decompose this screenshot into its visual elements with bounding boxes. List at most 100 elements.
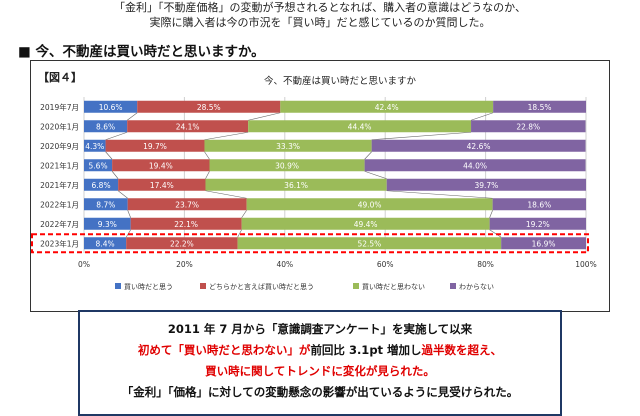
data-label: 16.9%	[532, 239, 556, 248]
legend-label: 買い時だと思わない	[362, 283, 425, 291]
bar-segment	[205, 178, 387, 191]
connector-line	[371, 131, 472, 141]
x-tick-label: 60%	[377, 260, 394, 269]
x-tick-label: 0%	[78, 260, 90, 269]
connector-line	[248, 112, 281, 121]
bar-segment	[364, 159, 586, 172]
connector-line	[364, 151, 372, 160]
bar-segment	[84, 217, 131, 230]
bar-segment	[84, 237, 127, 250]
bar-segment	[84, 159, 113, 172]
data-label: 10.6%	[99, 103, 123, 112]
connector-line	[117, 190, 128, 199]
data-label: 39.7%	[474, 181, 498, 190]
bar-segment	[501, 237, 586, 250]
x-tick-label: 40%	[276, 260, 293, 269]
summary-box: 2011 年 7 月から「意識調査アンケート」を実施して以来 初めて「買い時だと…	[78, 310, 562, 416]
data-label: 22.1%	[174, 220, 198, 229]
legend-swatch	[353, 283, 359, 289]
data-label: 6.8%	[92, 181, 111, 190]
bar-segment	[84, 178, 119, 191]
bar-segment	[209, 159, 365, 172]
bar-segment	[386, 178, 586, 191]
data-label: 28.5%	[197, 103, 221, 112]
bar-segment	[493, 100, 586, 113]
bar-segment	[105, 139, 205, 152]
connector-line	[470, 112, 494, 121]
chart-title: 今、不動産は買い時だと思いますか	[263, 76, 416, 87]
data-label: 36.1%	[284, 181, 308, 190]
data-label: 18.5%	[528, 103, 552, 112]
connector-line	[205, 190, 247, 199]
bar-segment	[112, 159, 210, 172]
bar-segment	[84, 139, 106, 152]
data-label: 19.7%	[143, 142, 167, 151]
data-label: 22.8%	[516, 122, 540, 131]
bar-segment	[127, 198, 247, 211]
legend-swatch	[200, 283, 206, 289]
data-label: 44.4%	[348, 122, 372, 131]
bar-segment	[280, 100, 494, 113]
bar-segment	[492, 198, 586, 211]
bar-segment	[137, 100, 281, 113]
category-label: 2020年9月	[40, 141, 79, 151]
data-label: 49.0%	[358, 200, 382, 209]
intro-line-2: 実際に購入者は今の市況を「買い時」だと感じているのか質問した。	[149, 16, 491, 29]
bar-segment	[471, 120, 586, 133]
data-label: 19.4%	[149, 161, 173, 170]
connector-line	[237, 229, 242, 238]
bar-segment	[130, 217, 242, 230]
figure-label: 【図４】	[38, 71, 82, 84]
data-label: 8.7%	[96, 200, 115, 209]
data-label: 52.5%	[357, 239, 381, 248]
summary-line-2c: 過半数を超え、	[421, 343, 503, 357]
connector-line	[105, 151, 113, 160]
data-label: 33.3%	[276, 142, 300, 151]
data-label: 18.6%	[527, 200, 551, 209]
data-label: 17.4%	[150, 181, 174, 190]
x-tick-label: 100%	[575, 260, 596, 269]
data-label: 5.6%	[89, 161, 108, 170]
summary-line-2a: 初めて「買い時だと思わない」が	[137, 343, 311, 357]
bar-segment	[84, 120, 128, 133]
data-label: 42.6%	[467, 142, 491, 151]
connector-line	[126, 112, 138, 121]
data-label: 23.7%	[175, 200, 199, 209]
data-label: 24.1%	[176, 122, 200, 131]
bar-segment	[241, 217, 490, 230]
category-label: 2021年1月	[40, 160, 79, 170]
connector-line	[489, 229, 502, 238]
connector-line	[204, 131, 249, 141]
legend-label: 買い時だと思う	[124, 283, 173, 291]
bar-segment	[371, 139, 586, 152]
x-tick-label: 20%	[176, 260, 193, 269]
category-label: 2023年1月	[40, 238, 79, 248]
connector-line	[111, 171, 119, 179]
data-label: 19.2%	[526, 220, 550, 229]
connector-line	[205, 171, 210, 179]
intro-text: 「金利」「不動産価格」の変動が予想されるとなれば、購入者の意識はどうなのか、 実…	[0, 0, 640, 30]
data-label: 8.6%	[96, 122, 115, 131]
data-label: 49.4%	[354, 220, 378, 229]
legend-label: わからない	[459, 283, 494, 291]
connector-line	[489, 210, 493, 218]
summary-line-2b: 前回比 3.1pt 増加し	[310, 343, 422, 357]
data-label: 42.4%	[375, 103, 399, 112]
category-label: 2022年1月	[40, 199, 79, 209]
data-label: 4.3%	[85, 142, 104, 151]
data-label: 30.9%	[275, 161, 299, 170]
data-label: 8.4%	[96, 239, 115, 248]
bar-segment	[489, 217, 586, 230]
bar-segment	[248, 120, 472, 133]
bar-segment	[127, 120, 249, 133]
category-label: 2022年7月	[40, 219, 79, 229]
intro-line-1: 「金利」「不動産価格」の変動が予想されるとなれば、購入者の意識はどうなのか、	[114, 1, 526, 14]
bar-segment	[118, 178, 206, 191]
connector-line	[204, 151, 210, 160]
data-label: 44.0%	[463, 161, 487, 170]
x-tick-label: 80%	[477, 260, 494, 269]
summary-line-3: 買い時に関してトレンドに変化が見られた。	[205, 364, 435, 378]
category-label: 2020年1月	[40, 121, 79, 131]
bar-segment	[237, 237, 502, 250]
